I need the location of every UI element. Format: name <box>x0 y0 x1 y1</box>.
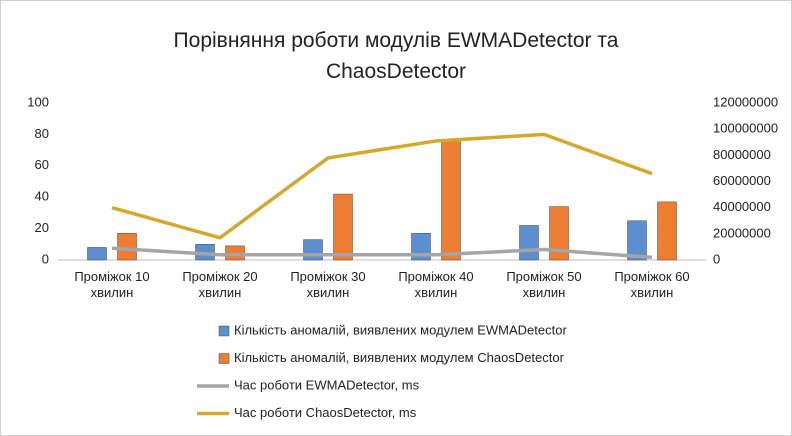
y2-tick-label: 0 <box>713 251 720 266</box>
legend-label: Час роботи ChaosDetector, ms <box>234 405 417 420</box>
bar <box>657 201 677 261</box>
y2-tick-label: 80000000 <box>713 147 771 162</box>
y2-tick-label: 120000000 <box>713 94 778 109</box>
y-tick-label: 40 <box>35 189 49 204</box>
bar <box>303 239 323 261</box>
y2-tick-label: 100000000 <box>713 121 778 136</box>
y-tick-label: 60 <box>35 157 49 172</box>
legend-label: Кількість аномалій, виявлених модулем EW… <box>234 322 567 337</box>
y-tick-label: 0 <box>42 251 49 266</box>
bar <box>627 220 647 261</box>
bar <box>519 225 539 261</box>
x-tick-label: Проміжок 10 хвилин <box>74 269 150 300</box>
x-tick-label: Проміжок 50 хвилин <box>506 269 582 300</box>
legend-marker <box>218 353 230 364</box>
y2-tick-label: 20000000 <box>713 225 771 240</box>
bar <box>87 247 107 261</box>
y-tick-label: 100 <box>27 94 49 109</box>
x-tick-label: Проміжок 30 хвилин <box>290 269 366 300</box>
legend-marker <box>218 325 230 337</box>
bar <box>117 233 137 261</box>
legend-label: Час роботи EWMADetector, ms <box>234 377 420 392</box>
y2-tick-label: 40000000 <box>713 199 771 214</box>
y2-tick-label: 60000000 <box>713 173 771 188</box>
chart-title: Порівняння роботи модулів EWMADetector т… <box>173 29 619 83</box>
x-tick-label: Проміжок 40 хвилин <box>398 269 474 300</box>
bar <box>333 193 353 261</box>
bar <box>225 245 245 261</box>
x-tick-label: Проміжок 60 хвилин <box>614 269 690 300</box>
y-tick-label: 20 <box>35 220 49 235</box>
y-tick-label: 80 <box>35 126 49 141</box>
bar <box>441 140 461 261</box>
bar <box>549 206 569 261</box>
x-tick-label: Проміжок 20 хвилин <box>182 269 258 300</box>
line <box>111 132 653 240</box>
line <box>111 246 653 260</box>
legend-label: Кількість аномалій, виявлених модулем Ch… <box>234 350 565 365</box>
